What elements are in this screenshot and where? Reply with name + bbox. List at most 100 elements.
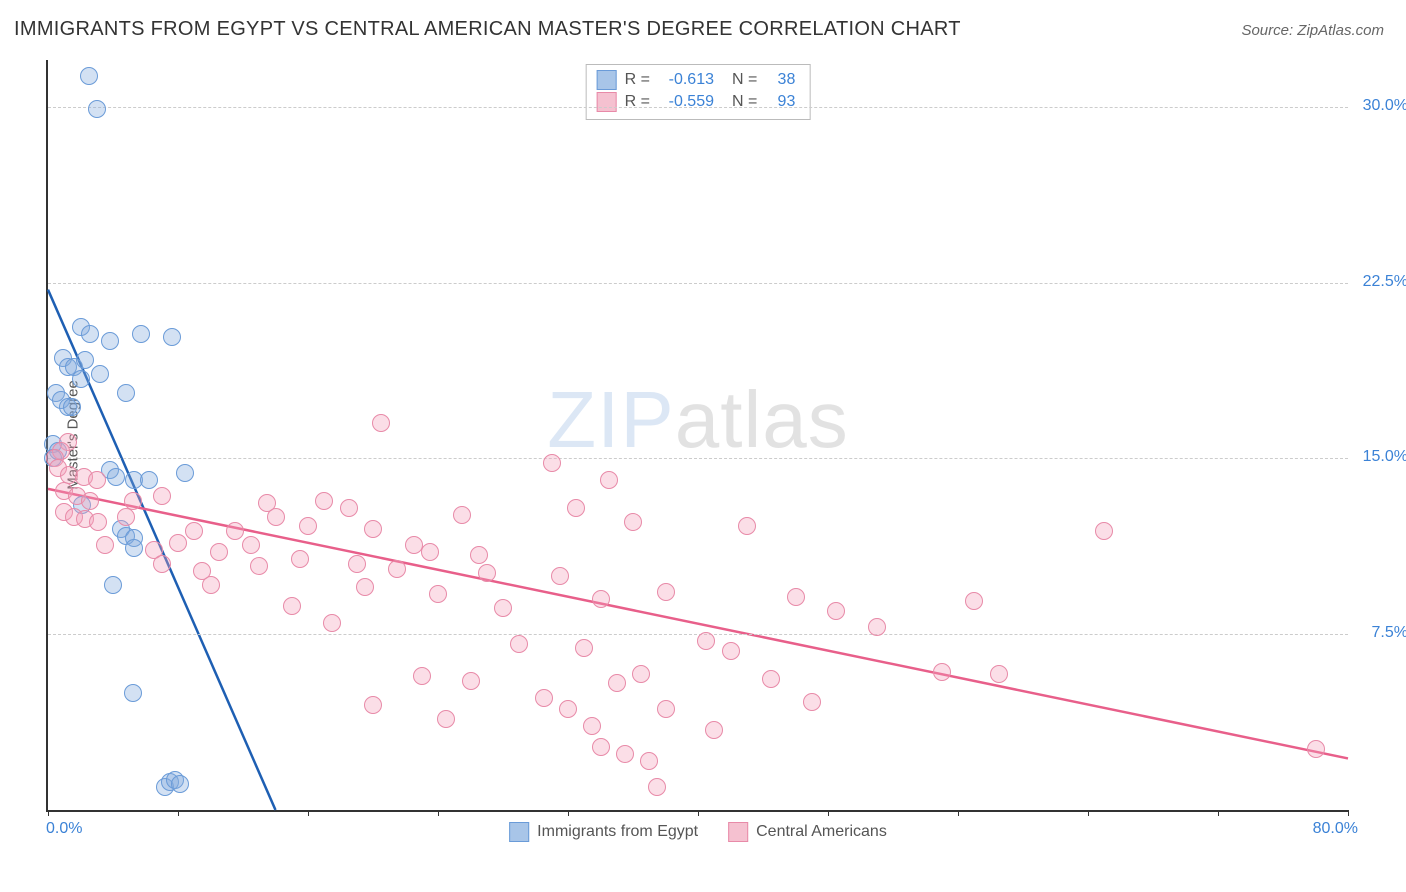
data-point: [80, 67, 98, 85]
data-point: [640, 752, 658, 770]
data-point: [163, 328, 181, 346]
r-value: -0.559: [658, 91, 714, 113]
data-point: [132, 325, 150, 343]
data-point: [72, 370, 90, 388]
data-point: [965, 592, 983, 610]
data-point: [171, 775, 189, 793]
data-point: [226, 522, 244, 540]
r-value: -0.613: [658, 69, 714, 91]
n-label: N =: [732, 69, 757, 91]
y-tick-label: 7.5%: [1372, 624, 1406, 642]
y-tick-label: 30.0%: [1363, 97, 1406, 115]
y-tick-label: 22.5%: [1363, 273, 1406, 291]
data-point: [81, 325, 99, 343]
data-point: [117, 508, 135, 526]
data-point: [413, 667, 431, 685]
data-point: [1095, 522, 1113, 540]
data-point: [315, 492, 333, 510]
data-point: [372, 414, 390, 432]
series-swatch: [597, 70, 617, 90]
data-point: [153, 555, 171, 573]
gridline: [48, 107, 1348, 108]
data-point: [803, 693, 821, 711]
data-point: [242, 536, 260, 554]
data-point: [124, 492, 142, 510]
legend-item: Immigrants from Egypt: [509, 822, 698, 842]
data-point: [104, 576, 122, 594]
r-label: R =: [625, 69, 650, 91]
data-point: [283, 597, 301, 615]
data-point: [421, 543, 439, 561]
data-point: [176, 464, 194, 482]
data-point: [125, 539, 143, 557]
data-point: [96, 536, 114, 554]
n-value: 93: [765, 91, 795, 113]
data-point: [592, 590, 610, 608]
data-point: [81, 492, 99, 510]
data-point: [787, 588, 805, 606]
stats-row: R =-0.559N =93: [597, 91, 796, 113]
legend-item: Central Americans: [728, 822, 887, 842]
data-point: [89, 513, 107, 531]
data-point: [340, 499, 358, 517]
data-point: [364, 696, 382, 714]
data-point: [990, 665, 1008, 683]
chart-title: IMMIGRANTS FROM EGYPT VS CENTRAL AMERICA…: [14, 18, 961, 41]
legend-label: Immigrants from Egypt: [537, 823, 698, 841]
data-point: [107, 468, 125, 486]
x-tick: [958, 810, 959, 816]
x-tick: [828, 810, 829, 816]
data-point: [559, 700, 577, 718]
data-point: [608, 674, 626, 692]
data-point: [267, 508, 285, 526]
data-point: [705, 721, 723, 739]
data-point: [348, 555, 366, 573]
x-axis-max-label: 80.0%: [1313, 820, 1358, 838]
data-point: [364, 520, 382, 538]
data-point: [648, 778, 666, 796]
data-point: [494, 599, 512, 617]
n-label: N =: [732, 91, 757, 113]
trend-lines-layer: [48, 60, 1348, 810]
bottom-legend: Immigrants from Egypt Central Americans: [509, 822, 887, 842]
x-tick: [1088, 810, 1089, 816]
data-point: [388, 560, 406, 578]
data-point: [600, 471, 618, 489]
data-point: [567, 499, 585, 517]
data-point: [827, 602, 845, 620]
data-point: [291, 550, 309, 568]
data-point: [437, 710, 455, 728]
data-point: [657, 583, 675, 601]
data-point: [91, 365, 109, 383]
data-point: [722, 642, 740, 660]
data-point: [210, 543, 228, 561]
data-point: [356, 578, 374, 596]
stats-row: R = -0.613 N = 38: [597, 69, 796, 91]
data-point: [124, 684, 142, 702]
data-point: [202, 576, 220, 594]
data-point: [624, 513, 642, 531]
data-point: [762, 670, 780, 688]
data-point: [453, 506, 471, 524]
series-swatch: [509, 822, 529, 842]
x-tick: [438, 810, 439, 816]
data-point: [632, 665, 650, 683]
data-point: [299, 517, 317, 535]
n-value: 38: [765, 69, 795, 91]
data-point: [185, 522, 203, 540]
data-point: [933, 663, 951, 681]
data-point: [429, 585, 447, 603]
data-point: [575, 639, 593, 657]
data-point: [543, 454, 561, 472]
x-tick: [308, 810, 309, 816]
plot-area: Master's Degree ZIPatlas R =-0.613N =38R…: [46, 60, 1348, 812]
data-point: [583, 717, 601, 735]
data-point: [868, 618, 886, 636]
y-tick-label: 15.0%: [1363, 448, 1406, 466]
data-point: [88, 100, 106, 118]
x-tick: [1348, 810, 1349, 816]
stats-legend: R = -0.613 N = 38R = -0.559 N = 93: [586, 64, 811, 120]
x-tick: [178, 810, 179, 816]
data-point: [697, 632, 715, 650]
data-point: [140, 471, 158, 489]
